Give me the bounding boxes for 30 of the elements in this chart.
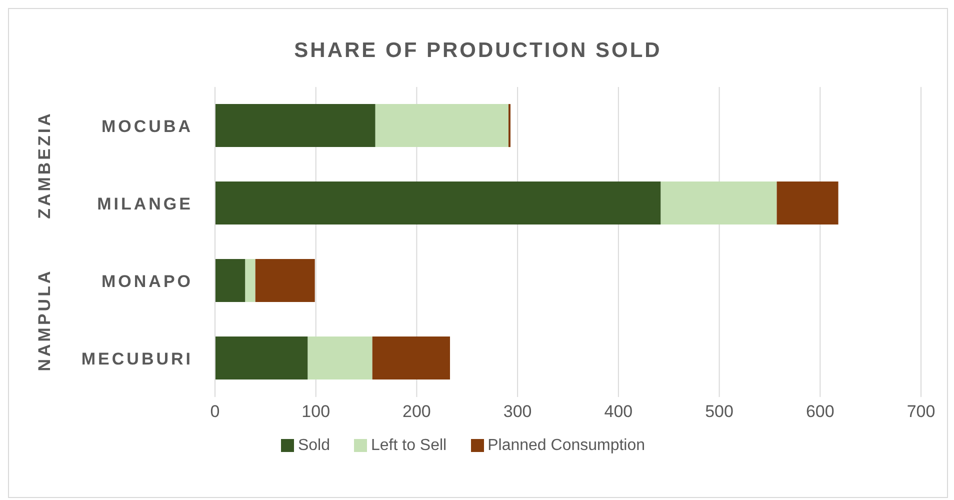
chart-title: SHARE OF PRODUCTION SOLD — [293, 39, 663, 63]
x-tick-label: 500 — [705, 402, 734, 422]
y-tick-label: MONAPO — [102, 272, 193, 291]
bar — [215, 104, 376, 148]
y-tick-label: MECUBURI — [81, 349, 193, 368]
legend-label: Sold — [298, 437, 330, 454]
x-tick-label: 100 — [302, 402, 330, 422]
y-tick-label: MOCUBA — [102, 116, 193, 136]
bar — [375, 104, 508, 148]
bar — [245, 259, 256, 302]
bar — [255, 259, 315, 302]
bar — [776, 182, 838, 225]
text: NAMPULA — [34, 267, 55, 373]
bar — [215, 182, 661, 225]
x-tick-label: 200 — [402, 402, 431, 422]
bar — [660, 182, 777, 225]
x-tick-label: 700 — [906, 402, 936, 422]
y-tick-label: MILANGE — [97, 194, 193, 214]
x-tick-label: 600 — [806, 402, 834, 422]
legend-label: Left to Sell — [370, 437, 447, 454]
x-tick-label: 0 — [210, 402, 220, 422]
bar — [508, 104, 511, 148]
bar — [215, 336, 308, 380]
x-tick-label: 400 — [604, 402, 633, 422]
bar — [215, 259, 246, 302]
bar — [308, 336, 372, 380]
legend-label: Planned Consumption — [488, 437, 646, 454]
text: ZAMBEZIA — [34, 110, 55, 220]
bar — [372, 336, 450, 380]
x-tick-label: 300 — [503, 402, 532, 422]
